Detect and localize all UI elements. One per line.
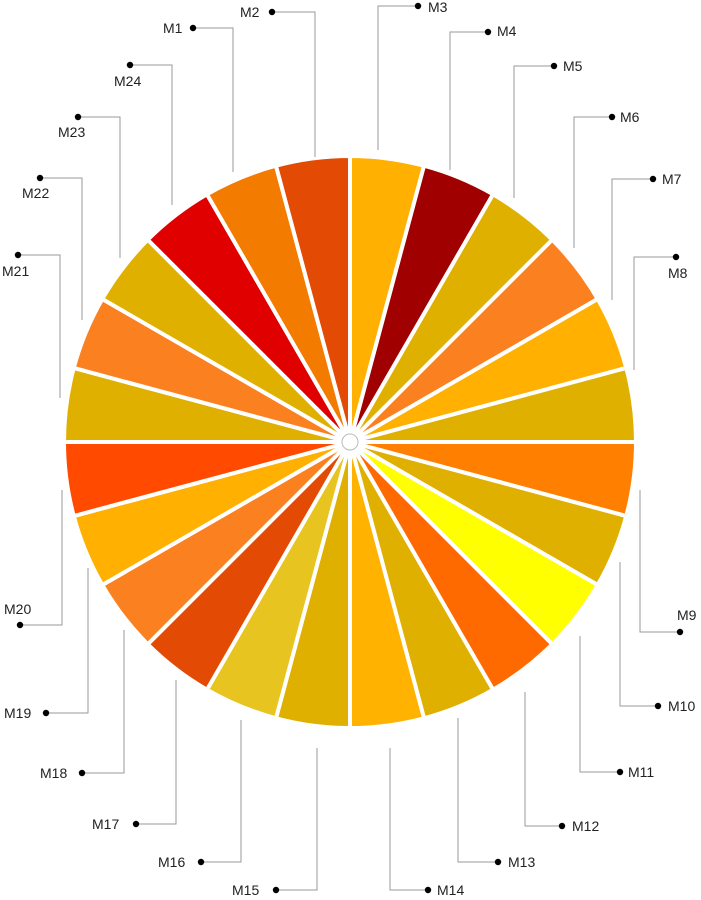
leader-dot-m2 xyxy=(268,8,276,16)
leader-line-m5 xyxy=(513,65,552,198)
leader-dot-m20 xyxy=(16,621,24,629)
leader-dot-m13 xyxy=(494,858,502,866)
leader-line-m8 xyxy=(633,256,674,370)
label-m21: M21 xyxy=(2,263,29,279)
leader-dot-m10 xyxy=(654,702,662,710)
label-m24: M24 xyxy=(114,73,141,89)
leader-line-m18 xyxy=(84,630,125,774)
leader-line-m21 xyxy=(20,254,61,398)
label-m11: M11 xyxy=(628,764,654,780)
leader-line-m20 xyxy=(22,490,63,626)
label-m4: M4 xyxy=(497,23,517,39)
label-m1: M1 xyxy=(163,20,183,36)
label-m23: M23 xyxy=(58,124,85,140)
leader-dot-m1 xyxy=(189,24,197,32)
label-m14: M14 xyxy=(437,882,464,898)
label-m7: M7 xyxy=(662,171,682,187)
label-m12: M12 xyxy=(572,818,599,834)
label-m15: M15 xyxy=(232,882,259,898)
leader-line-m22 xyxy=(42,177,83,320)
leader-dot-m23 xyxy=(74,113,82,121)
label-m2: M2 xyxy=(240,4,260,20)
label-m17: M17 xyxy=(92,816,119,832)
label-m18: M18 xyxy=(40,765,67,781)
leader-line-m23 xyxy=(80,116,121,258)
label-m9: M9 xyxy=(677,607,697,623)
leader-dot-m24 xyxy=(126,61,134,69)
leader-line-m19 xyxy=(48,568,89,714)
leader-dot-m6 xyxy=(608,113,616,121)
label-m20: M20 xyxy=(4,601,31,617)
leader-dot-m22 xyxy=(36,174,44,182)
leader-line-m16 xyxy=(203,720,242,863)
leader-line-m14 xyxy=(389,748,426,891)
leader-dot-m14 xyxy=(424,886,432,894)
label-m6: M6 xyxy=(620,109,640,125)
leader-dot-m16 xyxy=(197,858,205,866)
label-m3: M3 xyxy=(428,0,448,15)
leader-dot-m18 xyxy=(78,769,86,777)
leader-dot-m19 xyxy=(42,709,50,717)
leader-dot-m3 xyxy=(414,2,422,10)
leader-dot-m5 xyxy=(550,62,558,70)
slice-m2 xyxy=(273,154,352,444)
leader-line-m24 xyxy=(132,64,173,205)
leader-line-m13 xyxy=(457,718,496,863)
leader-dot-m4 xyxy=(484,28,492,36)
chart-slices xyxy=(62,154,638,730)
leader-line-m2 xyxy=(275,11,316,157)
label-m19: M19 xyxy=(4,705,31,721)
leader-line-m10 xyxy=(619,562,656,707)
label-m5: M5 xyxy=(563,58,583,74)
leader-line-m3 xyxy=(377,5,418,150)
label-m16: M16 xyxy=(158,854,185,870)
leader-dot-m21 xyxy=(14,251,22,259)
leader-line-m6 xyxy=(573,116,610,248)
leader-line-m7 xyxy=(611,178,651,300)
leader-line-m12 xyxy=(524,692,560,827)
leader-line-m4 xyxy=(449,31,488,170)
leader-dot-m12 xyxy=(558,822,566,830)
leader-line-m17 xyxy=(138,680,177,825)
leader-line-m15 xyxy=(278,748,318,891)
leader-dot-m17 xyxy=(132,820,140,828)
center-hub xyxy=(341,433,359,451)
label-m22: M22 xyxy=(22,185,49,201)
label-m8: M8 xyxy=(668,265,688,281)
leader-dot-m7 xyxy=(649,175,657,183)
leader-line-m1 xyxy=(196,27,234,172)
leader-dot-m9 xyxy=(676,628,684,636)
leader-dot-m8 xyxy=(672,253,680,261)
leader-line-m11 xyxy=(579,636,618,773)
leader-dot-m11 xyxy=(616,768,624,776)
leader-line-m9 xyxy=(639,490,678,633)
label-m13: M13 xyxy=(508,854,535,870)
leader-dot-m15 xyxy=(272,886,280,894)
label-m10: M10 xyxy=(668,698,695,714)
